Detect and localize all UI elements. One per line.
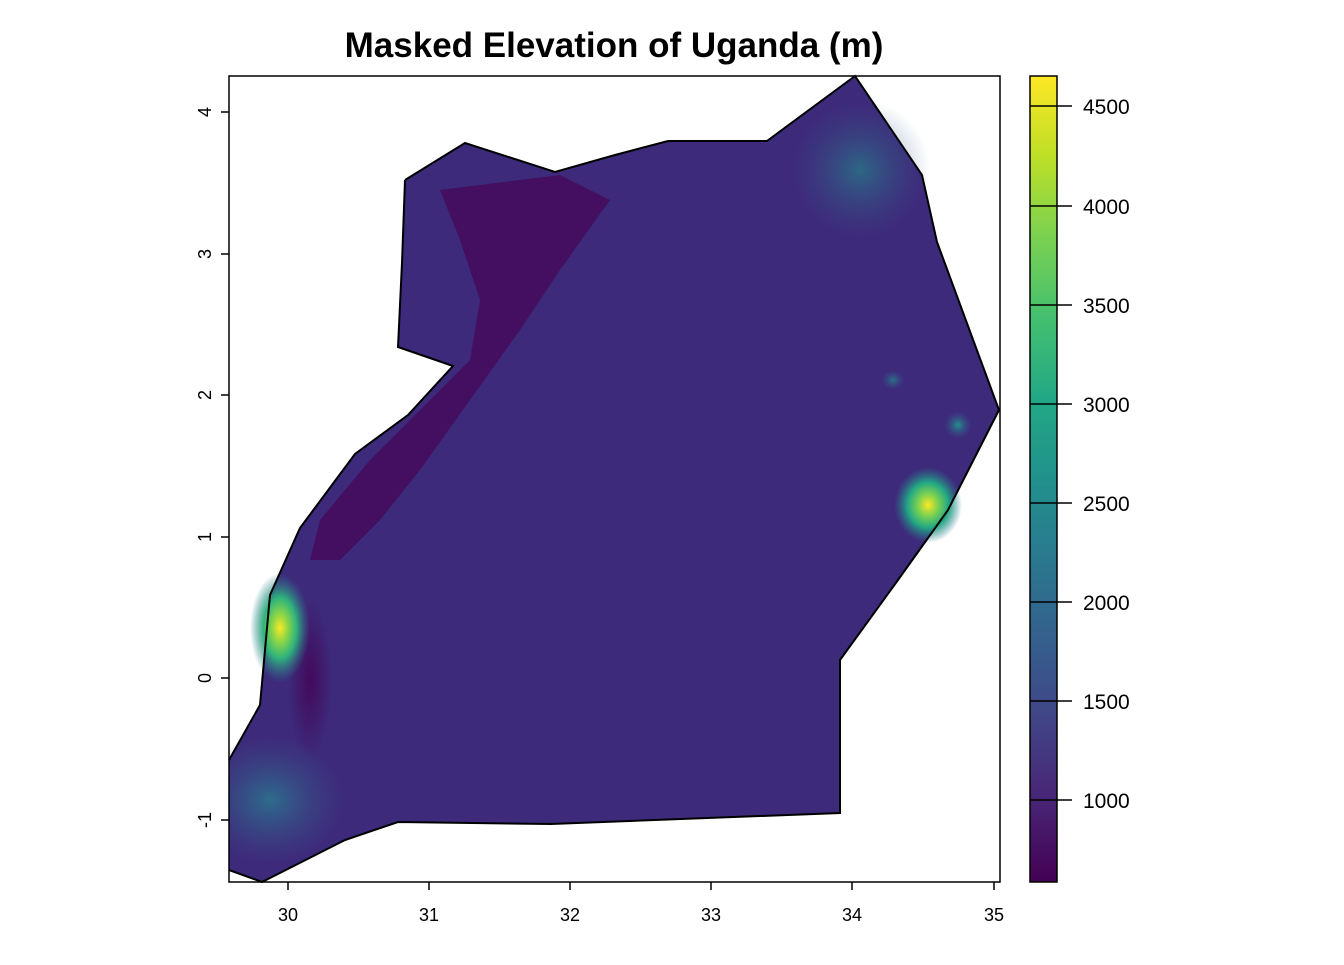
uganda-boundary-outline [228,74,1001,884]
y-tick-label: 3 [195,249,215,259]
southwest-highlands [229,735,345,865]
colorbar-tick-label: 4000 [1083,196,1130,219]
mount-elgon-peak [894,467,962,543]
x-tick-label: 33 [701,905,721,925]
x-axis: 30 31 32 33 34 35 [278,882,1004,925]
colorbar-tick-label: 3500 [1083,295,1130,318]
x-tick-label: 32 [560,905,580,925]
x-tick-label: 30 [278,905,298,925]
plot-frame [228,75,1001,883]
colorbar-tick-label: 3000 [1083,394,1130,417]
moroto-highland [944,411,972,439]
albertine-lowland [310,175,610,560]
rwenzori-peak [250,573,310,683]
y-tick-label: 4 [195,107,215,117]
colorbar-tick-label: 2000 [1083,592,1130,615]
uganda-land [229,76,999,882]
colorbar: 4500 4000 3500 3000 2500 2000 1500 1000 [1029,75,1130,883]
colorbar-tick-label: 4500 [1083,96,1130,119]
colorbar-tick-label: 1500 [1083,691,1130,714]
x-tick-label: 31 [419,905,439,925]
x-tick-label: 35 [984,905,1004,925]
x-tick-label: 34 [842,905,862,925]
y-tick-label: 1 [195,532,215,542]
colorbar-tick-label: 1000 [1083,790,1130,813]
colorbar-tick-label: 2500 [1083,493,1130,516]
colorbar-gradient [1029,75,1058,883]
map-title: Masked Elevation of Uganda (m) [345,26,884,65]
elevation-raster [229,76,999,882]
kadam-highland [881,370,905,390]
y-tick-label: -1 [195,812,215,828]
y-tick-label: 2 [195,390,215,400]
y-tick-label: 0 [195,673,215,683]
y-axis: 4 3 2 1 0 -1 [195,107,229,828]
northeast-highlands [790,100,930,240]
